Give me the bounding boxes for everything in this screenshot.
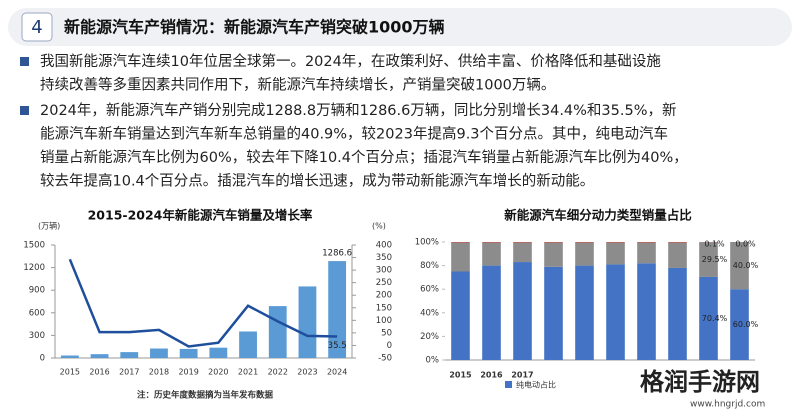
note: 注：历史年度数据摘为当年发布数据	[137, 390, 274, 401]
chart-sales: 2015-2024年新能源汽车销量及增长率 (万辆) (%) 注：历史年度数据摘为当年…	[23, 208, 392, 401]
bullet-line: 我国新能源汽车连续10年位居全球第一。2024年，在政策利好、供给丰富、价格降低…	[40, 52, 661, 70]
value-label: 0.1%	[704, 240, 725, 249]
y2-tick-label: 50	[381, 328, 392, 338]
bar	[239, 331, 257, 358]
stacked-bar-segment	[668, 242, 687, 267]
x-tick-label: 2018	[149, 368, 169, 377]
watermark-url: www.hngrjd.com	[690, 400, 765, 410]
bar	[61, 356, 79, 358]
y-tick-label: 0%	[426, 356, 440, 366]
y-tick-label: 40%	[420, 308, 439, 318]
bullet-line: 能源汽车新车销量达到汽车新车总销量的40.9%，较2023年提高9.3个百分点。…	[40, 125, 668, 143]
y2-tick-label: 250	[376, 278, 392, 288]
y2-tick-label: 100	[376, 316, 392, 326]
x-tick-label: 2021	[238, 368, 258, 377]
y-tick-label: 600	[29, 308, 45, 318]
chart-share: 新能源汽车细分动力类型销量占比 0% 20% 40% 60% 80% 100% 2015 201…	[415, 208, 759, 390]
x-tick-label: 2015	[449, 371, 472, 380]
stacked-bar-segment	[575, 242, 594, 265]
watermark-name: 格润手游网	[640, 368, 760, 396]
value-label: 0.0%	[735, 240, 756, 249]
bullets: 我国新能源汽车连续10年位居全球第一。2024年，在政策利好、供给丰富、价格降低…	[20, 52, 688, 190]
bar	[209, 348, 227, 358]
legend-label: 纯电动占比	[516, 380, 556, 390]
y-tick-label: 80%	[420, 261, 439, 271]
stacked-bar-segment	[544, 242, 563, 266]
y2-tick-label: 350	[376, 253, 392, 263]
bar	[150, 349, 168, 358]
value-label: 35.5	[328, 341, 347, 351]
y2-tick-label: 150	[376, 303, 392, 313]
stacked-bar-segment	[451, 272, 470, 361]
y-tick-label: 1500	[23, 241, 45, 251]
stacked-bar-segment	[606, 242, 625, 264]
x-tick-label: 2020	[208, 368, 228, 377]
y-tick-label: 1200	[23, 263, 45, 273]
value-label: 70.4%	[702, 314, 728, 323]
bullet-line: 持续改善等多重因素共同作用下，新能源汽车持续增长，产销量突破1000万辆。	[40, 76, 555, 94]
y-tick-label: 900	[29, 286, 45, 296]
y2-tick-label: -50	[378, 354, 392, 364]
stacked-bar-segment	[513, 242, 532, 262]
x-tick-label: 2019	[178, 368, 198, 377]
chart-title: 2015-2024年新能源汽车销量及增长率	[88, 208, 313, 223]
x-tick-label: 2024	[327, 368, 347, 377]
bar	[180, 349, 198, 358]
section-number: 4	[31, 17, 42, 38]
stacked-bar-segment	[575, 266, 594, 360]
stacked-bar-segment	[513, 262, 532, 360]
y-tick-label: 300	[29, 331, 45, 341]
stacked-bar-segment	[637, 242, 656, 263]
header-title: 新能源汽车产销情况：新能源汽车产销突破1000万辆	[64, 18, 445, 37]
value-label: 29.5%	[702, 255, 728, 264]
y2-tick-label: 300	[376, 266, 392, 276]
x-tick-label: 2016	[89, 368, 109, 377]
value-label: 1286.6	[322, 249, 352, 259]
y-tick-label: 20%	[420, 332, 439, 342]
bar	[91, 354, 109, 358]
y2-unit: (%)	[372, 222, 386, 231]
growth-line	[70, 259, 337, 346]
y-tick-label: 60%	[420, 285, 439, 295]
y2-tick-label: 400	[376, 241, 392, 251]
stacked-bar-segment	[451, 242, 470, 271]
y2-tick-label: 200	[376, 291, 392, 301]
stacked-bar-segment	[544, 267, 563, 360]
y2-tick-label: 0	[387, 341, 392, 351]
legend-swatch	[505, 381, 512, 388]
bullet-line: 2024年，新能源汽车产销分别完成1288.8万辆和1286.6万辆，同比分别增…	[40, 102, 677, 119]
x-tick-label: 2017	[511, 371, 533, 380]
bullet-marker	[20, 106, 29, 115]
stacked-bar-segment	[637, 263, 656, 360]
y-unit: (万辆)	[38, 221, 60, 231]
x-tick-label: 2023	[297, 368, 317, 377]
bar	[120, 352, 138, 358]
bullet-line: 较去年提高10.4个百分点。插混汽车的增长迅速，成为带动新能源汽车增长的新动能。	[40, 172, 594, 190]
y-tick-label: 100%	[415, 238, 439, 248]
stacked-bar-segment	[668, 268, 687, 360]
x-tick-label: 2015	[60, 368, 80, 377]
bar	[269, 306, 287, 358]
stacked-bar-segment	[482, 266, 501, 360]
chart-title: 新能源汽车细分动力类型销量占比	[504, 208, 692, 223]
stacked-bar-segment	[606, 264, 625, 360]
x-tick-label: 2022	[268, 368, 288, 377]
bullet-marker	[20, 57, 29, 66]
bullet-line: 销量占新能源汽车比例为60%，较去年下降10.4个百分点；插混汽车销量占新能源汽…	[40, 148, 688, 166]
stacked-bar-segment	[482, 242, 501, 265]
x-tick-label: 2016	[480, 371, 503, 380]
value-label: 40.0%	[733, 261, 759, 270]
bar	[299, 286, 317, 358]
x-tick-label: 2017	[119, 368, 139, 377]
value-label: 60.0%	[733, 320, 759, 329]
y-tick-label: 0	[40, 354, 45, 364]
